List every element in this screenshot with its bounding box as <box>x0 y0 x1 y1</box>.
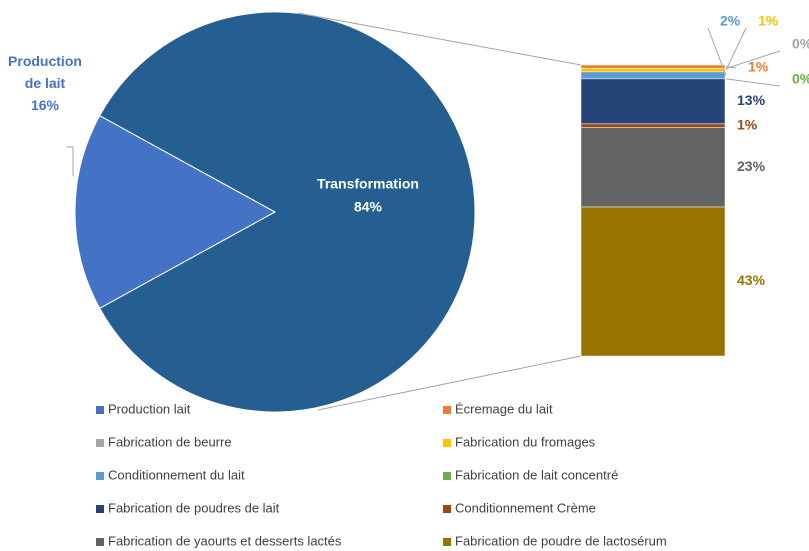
slice-value-label: 16% <box>30 97 60 113</box>
legend-label: Production lait <box>108 401 191 416</box>
segment-value-label: 1% <box>758 13 779 29</box>
segment-value-label: 1% <box>748 59 769 75</box>
leader-line <box>707 27 727 76</box>
legend-label: Fabrication du fromages <box>455 434 596 449</box>
production-label: Production de lait 16% <box>0 50 90 116</box>
segment-value-label: 0% <box>792 71 809 87</box>
slice-label: Transformation <box>317 176 419 192</box>
legend-swatch <box>96 472 104 480</box>
segment-value-label: 1% <box>737 116 758 132</box>
bar-segment <box>580 123 726 128</box>
bar-segment <box>580 78 726 125</box>
leader-line <box>725 27 747 71</box>
bar-segment <box>580 68 726 73</box>
pie-slice <box>99 11 476 413</box>
pie-slice <box>74 114 277 310</box>
leader-line <box>66 146 74 176</box>
legend-swatch <box>443 505 451 513</box>
legend-label: Fabrication de poudre de lactosérum <box>455 533 667 548</box>
legend-swatch <box>443 406 451 414</box>
segment-value-label: 43% <box>737 272 766 288</box>
bar-segment <box>580 64 726 69</box>
legend-swatch <box>96 439 104 447</box>
legend-label: Conditionnement Crème <box>455 500 596 515</box>
legend-swatch <box>96 505 104 513</box>
slice-value-label: 84% <box>354 199 383 215</box>
legend-swatch <box>443 538 451 546</box>
bar-segment <box>580 127 726 208</box>
segment-value-label: 2% <box>720 13 741 29</box>
legend-swatch <box>443 439 451 447</box>
legend-swatch <box>96 406 104 414</box>
legend-label: Fabrication de yaourts et desserts lacté… <box>108 533 342 548</box>
bar-segment <box>580 206 726 357</box>
legend-label: Fabrication de lait concentré <box>455 467 618 482</box>
segment-value-label: 0% <box>792 36 809 52</box>
legend-label: Écremage du lait <box>455 401 553 416</box>
connector <box>317 355 582 411</box>
segment-value-label: 13% <box>737 92 766 108</box>
legend-label: Conditionnement du lait <box>108 467 245 482</box>
connector <box>297 12 582 66</box>
legend-swatch <box>443 472 451 480</box>
legend-label: Fabrication de poudres de lait <box>108 500 280 515</box>
legend-swatch <box>96 538 104 546</box>
bar-segment <box>580 71 726 80</box>
leader-line <box>725 78 781 87</box>
leader-line <box>725 50 781 69</box>
legend-label: Fabrication de beurre <box>108 434 232 449</box>
segment-value-label: 23% <box>737 158 766 174</box>
slice-label: Production de lait <box>8 53 82 91</box>
